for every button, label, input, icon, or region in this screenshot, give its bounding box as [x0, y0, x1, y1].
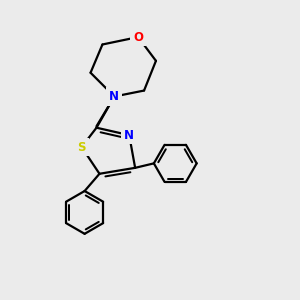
Text: N: N — [109, 90, 119, 103]
Text: S: S — [77, 140, 86, 154]
Text: N: N — [124, 129, 134, 142]
Text: O: O — [133, 31, 143, 44]
